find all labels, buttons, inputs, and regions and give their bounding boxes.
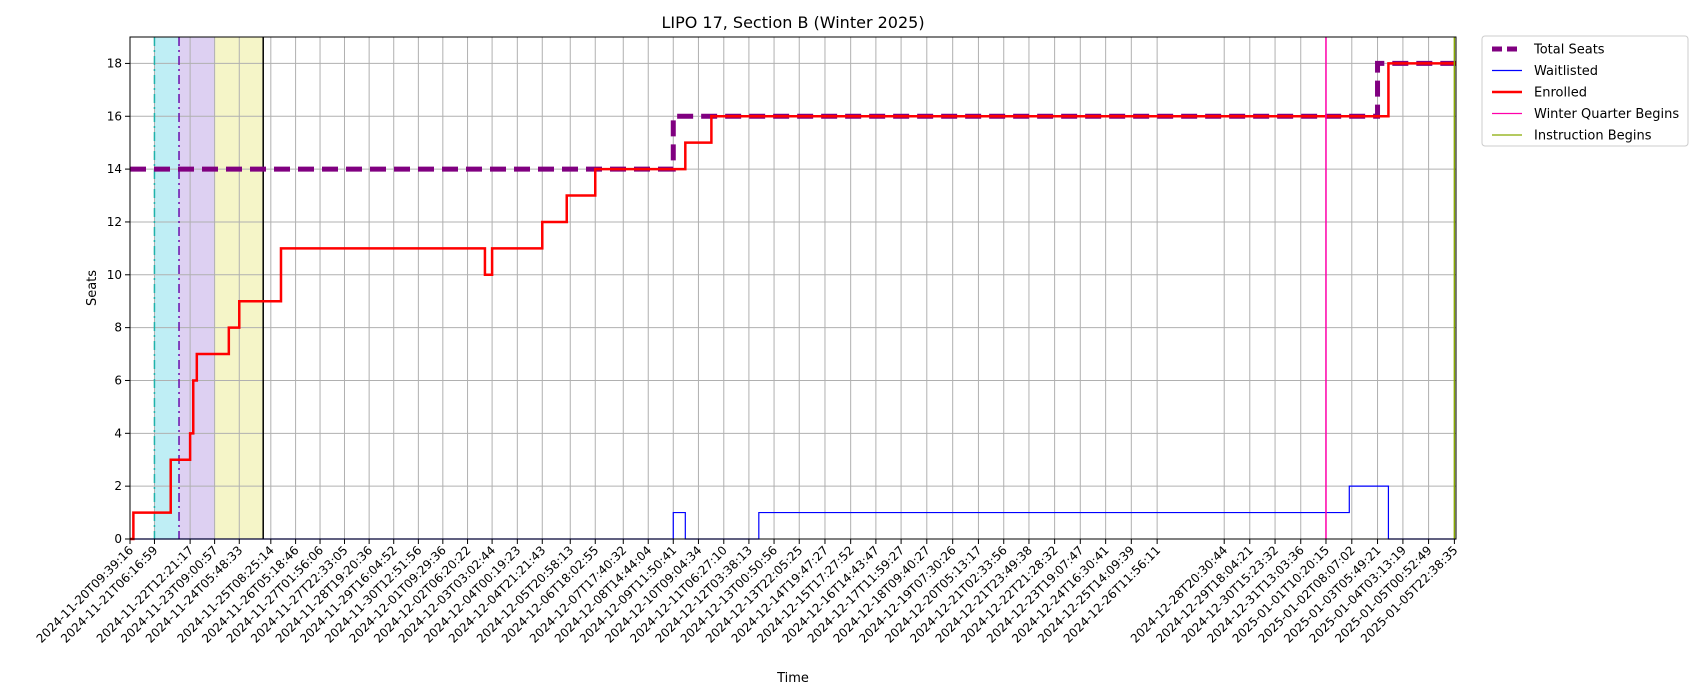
y-axis-ticks: 0 2 4 6 8 10 12 14 16 18 (107, 56, 130, 546)
y-tick-label: 10 (107, 268, 122, 282)
y-tick-label: 14 (107, 162, 122, 176)
legend: Total Seats Waitlisted Enrolled Winter Quar… (1481, 35, 1689, 147)
y-tick-label: 4 (114, 426, 122, 440)
shaded-region (179, 37, 215, 539)
x-axis-label: Time (776, 671, 809, 686)
legend-box (1481, 35, 1689, 147)
shaded-region (154, 37, 180, 539)
chart-title: LIPO 17, Section B (Winter 2025) (661, 13, 924, 32)
y-axis-label: Seats (85, 270, 100, 306)
y-tick-label: 0 (114, 532, 122, 546)
y-tick-label: 16 (107, 109, 122, 123)
series-line-waitlisted (130, 485, 1456, 540)
legend-label: Winter Quarter Begins (1534, 107, 1679, 122)
legend-label: Instruction Begins (1534, 129, 1652, 144)
legend-label: Enrolled (1534, 86, 1587, 101)
x-axis-ticks: 2024-11-20T09:39:162024-11-21T06:16:5920… (34, 539, 1461, 646)
y-tick-label: 6 (114, 373, 122, 387)
series-lines (130, 37, 1456, 541)
y-tick-label: 12 (107, 215, 122, 229)
legend-label: Total Seats (1533, 43, 1605, 58)
legend-label: Waitlisted (1534, 64, 1598, 79)
plot-frame (129, 36, 1457, 540)
y-tick-label: 18 (107, 56, 122, 70)
y-tick-label: 8 (114, 321, 122, 335)
y-tick-label: 2 (114, 479, 122, 493)
series-line-enrolled (130, 62, 1456, 541)
